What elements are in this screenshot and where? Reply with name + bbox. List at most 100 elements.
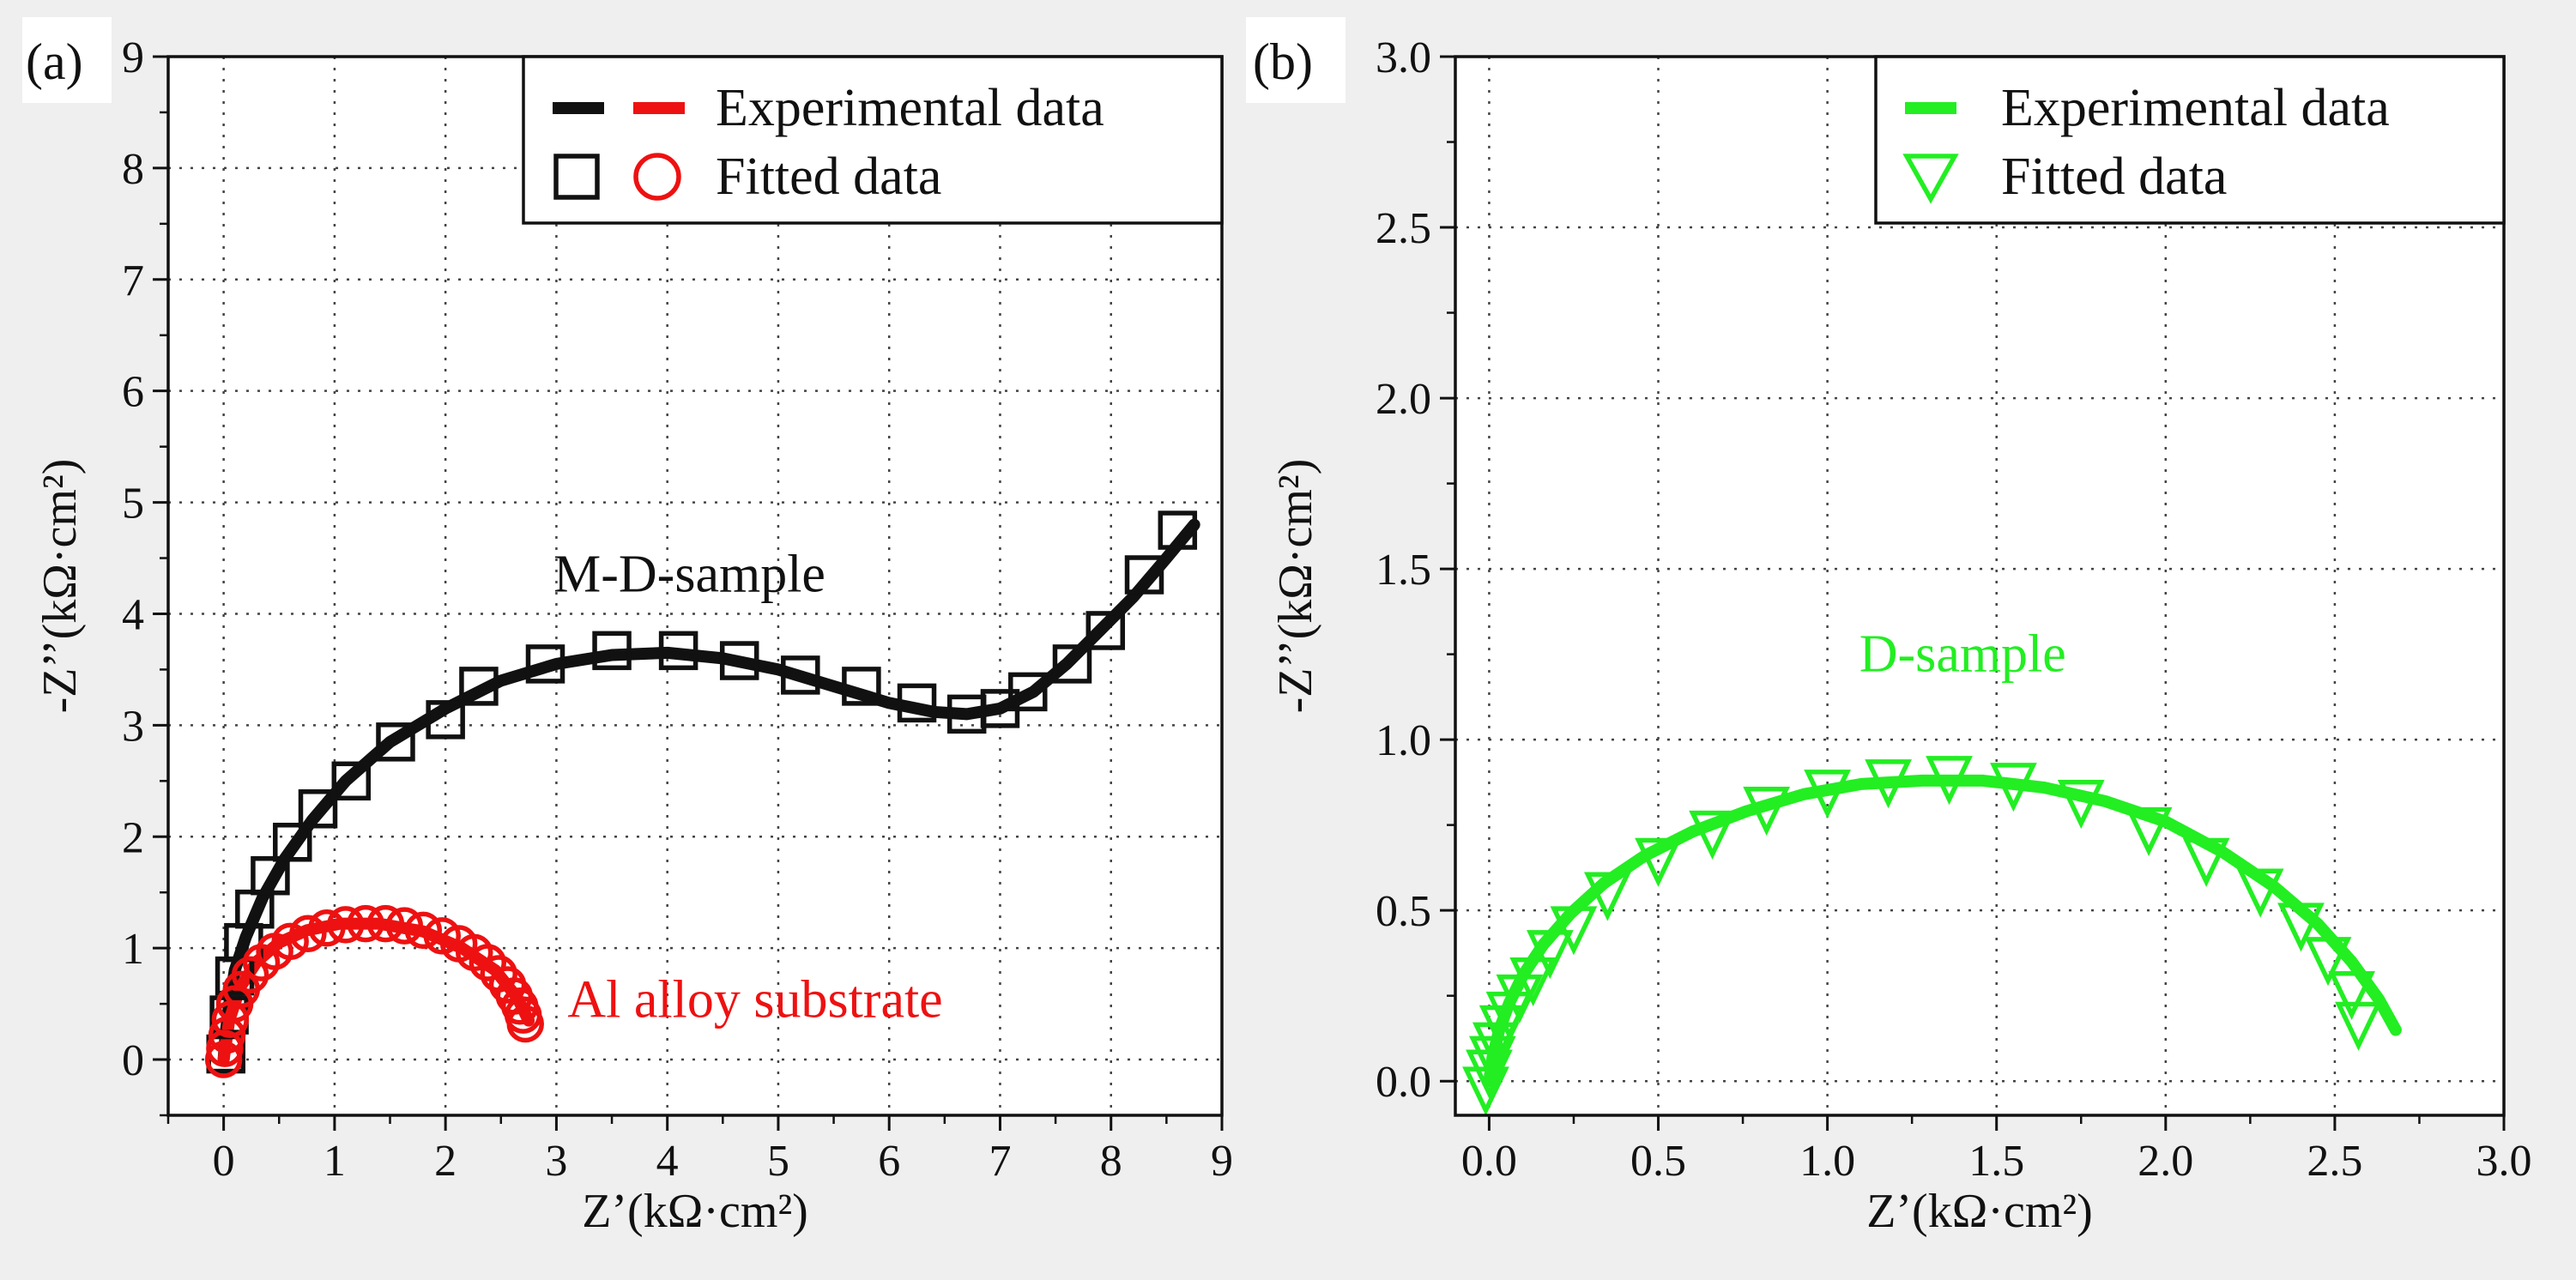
y-tick-label: 1 [122,925,144,974]
data-point-triangle [1527,930,1574,980]
data-point-circle [469,944,507,981]
legend-circle-swatch [633,153,681,201]
panel-label: (b) [1253,33,1313,90]
data-point-triangle [2236,868,2284,918]
data-point-triangle [1689,810,1736,860]
panel-label-background [22,17,112,103]
y-tick-label: 5 [122,480,144,528]
x-tick-label: 2 [434,1137,457,1186]
x-tick-label: 3.0 [2476,1137,2532,1186]
data-point-triangle [1584,872,1631,921]
data-point-square [897,683,937,723]
data-point-square [298,789,338,829]
legend-box [522,55,1224,225]
x-tick-label: 0.5 [1630,1137,1686,1186]
legend-triangle-swatch [1902,154,1959,204]
data-point-triangle [2277,903,2325,952]
data-point-triangle [1990,763,2037,812]
legend-label: Fitted data [716,148,941,206]
y-tick-label: 9 [122,33,144,82]
y-tick-label: 4 [122,590,144,639]
x-tick-label: 4 [656,1137,679,1186]
x-axis-title: Z’(kΩ·cm²) [582,1185,808,1238]
x-tick-label: 0.0 [1461,1137,1517,1186]
panel-b: 0.0 0.5 1.0 1.5 2.0 2.5 3.0 0.0 0.5 1.0 1.5 2.0 2.5 3… [1246,17,2532,1238]
x-tick-label: 8 [1100,1137,1122,1186]
data-point-circle [231,956,269,994]
data-point-square [273,823,312,862]
annotation-label: D-sample [1859,625,2066,684]
data-point-circle [206,1029,244,1067]
annotation-label: Al alloy substrate [567,971,942,1029]
y-tick-label: 1.0 [1376,716,1431,765]
data-point-triangle [1804,770,1851,819]
data-point-circle [506,1005,544,1043]
data-point-triangle [2304,937,2352,987]
panel-label-background [1246,17,1345,103]
panel-a: 0 1 2 3 4 5 6 7 8 9 0 1 2 3 4 5 6 7 8 9 Z’(kΩ·cm²) -Z’’(kΩ·cm… [22,17,1233,1238]
data-point-triangle [1926,756,1973,806]
x-tick-label: 1 [324,1137,346,1186]
series-line-0 [217,518,1200,1066]
data-point-triangle [1635,837,1682,887]
data-point-circle [308,909,346,947]
x-tick-label: 2.0 [2138,1137,2193,1186]
data-point-circle [204,1041,243,1078]
data-point-circle [366,904,405,943]
y-tick-label: 3 [122,702,144,751]
x-tick-label: 1.5 [1968,1137,2024,1186]
x-tick-label: 0 [213,1137,235,1186]
data-point-triangle [2057,780,2105,830]
x-tick-label: 6 [878,1137,900,1186]
x-tick-label: 3 [545,1137,567,1186]
data-point-triangle [1509,957,1557,1007]
data-point-square [592,631,632,671]
y-tick-label: 2 [122,813,144,862]
data-point-square [1085,611,1126,650]
data-point-circle [404,911,443,950]
y-tick-label: 8 [122,145,144,194]
x-tick-label: 9 [1211,1137,1233,1186]
data-point-square [251,855,290,896]
y-tick-label: 3.0 [1376,33,1431,82]
data-point-square [1158,510,1198,550]
data-point-circle [289,915,327,953]
data-point-triangle [1743,786,1791,836]
data-point-triangle [2182,837,2230,887]
data-point-circle [347,904,384,943]
legend-square-swatch [553,154,600,200]
data-point-circle [423,917,462,955]
y-tick-label: 2.0 [1376,375,1431,424]
panel-label: (a) [26,33,83,90]
data-point-square [525,644,565,684]
x-tick-label: 7 [989,1137,1011,1186]
data-point-square [1052,644,1092,684]
data-point-circle [271,922,309,961]
data-point-square [842,667,881,706]
y-tick-label: 7 [122,257,144,305]
data-point-square [781,655,820,695]
data-point-triangle [2335,1001,2382,1051]
data-point-square [719,641,759,680]
data-point-triangle [1550,906,1598,956]
legend-label: Experimental data [2001,79,2390,137]
y-tick-label: 2.5 [1376,204,1431,253]
y-axis-title: -Z’’(kΩ·cm²) [1269,459,1322,714]
x-axis-title: Z’(kΩ·cm²) [1866,1185,2093,1238]
y-tick-label: 1.5 [1376,546,1431,595]
data-point-square [1124,555,1164,595]
data-point-triangle [1468,1035,1516,1085]
x-tick-label: 5 [767,1137,789,1186]
y-tick-label: 0.0 [1376,1058,1431,1107]
data-point-circle [327,906,365,944]
y-tick-label: 6 [122,368,144,417]
data-point-square [426,700,465,740]
legend-label: Fitted data [2001,148,2227,206]
y-axis-title: -Z’’(kΩ·cm²) [33,459,87,714]
legend-label: Experimental data [716,79,1104,137]
data-point-square [459,667,499,706]
y-tick-label: 0.5 [1376,887,1431,936]
data-point-square [658,631,698,671]
data-point-square [331,761,372,801]
